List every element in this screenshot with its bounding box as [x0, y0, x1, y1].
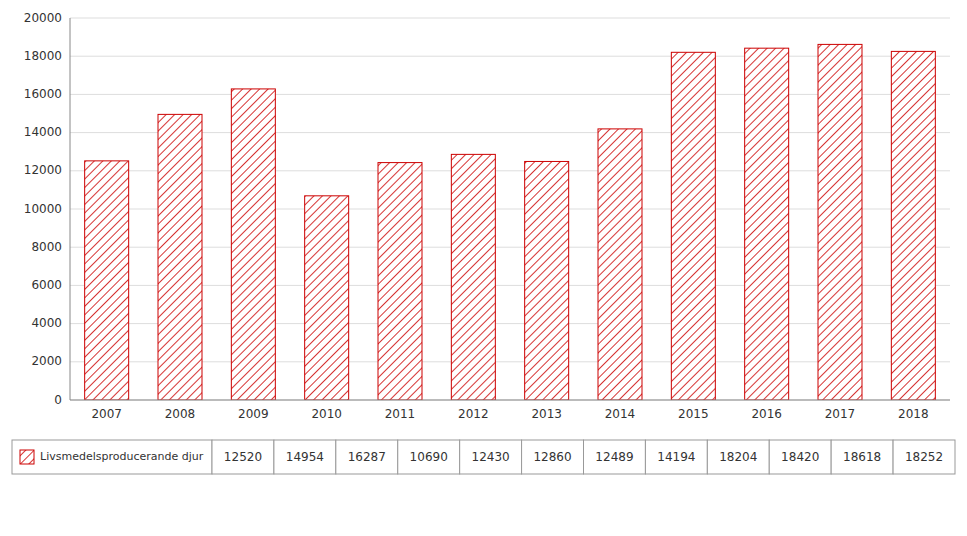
data-label: 10690	[410, 450, 448, 464]
table-cell	[769, 440, 831, 474]
x-tick-label: 2008	[165, 407, 196, 421]
x-tick-label: 2018	[898, 407, 929, 421]
bar	[305, 196, 349, 400]
x-axis-line	[70, 400, 950, 401]
x-tick-label: 2013	[531, 407, 562, 421]
x-tick-label: 2007	[91, 407, 122, 421]
data-label: 12520	[224, 450, 262, 464]
legend-label: Livsmedelsproducerande djur	[40, 450, 204, 463]
x-tick-label: 2015	[678, 407, 709, 421]
data-label: 16287	[348, 450, 386, 464]
x-tick-label: 2011	[385, 407, 416, 421]
grid-line	[70, 400, 950, 401]
bar	[745, 48, 789, 400]
table-cell	[336, 440, 398, 474]
bar	[158, 114, 202, 400]
table-cell	[584, 440, 646, 474]
y-tick-label: 20000	[24, 11, 62, 25]
y-tick-label: 12000	[24, 163, 62, 177]
y-tick-label: 16000	[24, 87, 62, 101]
chart-svg: 0 2000 4000 6000 8000 10000 12000 14000 16000 180…	[0, 0, 967, 536]
data-label: 18618	[843, 450, 881, 464]
table-cell	[893, 440, 955, 474]
bars	[85, 44, 936, 400]
table-cell	[522, 440, 584, 474]
table-cell	[398, 440, 460, 474]
table-cell	[831, 440, 893, 474]
y-tick-label: 10000	[24, 202, 62, 216]
data-label: 18204	[719, 450, 757, 464]
x-tick-label: 2017	[825, 407, 856, 421]
data-label: 14194	[657, 450, 695, 464]
x-tick-label: 2009	[238, 407, 269, 421]
y-tick-label: 0	[54, 393, 62, 407]
data-table: Livsmedelsproducerande djur 12520 14954 162…	[12, 440, 955, 474]
chart-container: 0 2000 4000 6000 8000 10000 12000 14000 16000 180…	[0, 0, 967, 536]
grid-line	[70, 18, 950, 19]
table-label-cell	[12, 440, 212, 474]
y-tick-label: 8000	[31, 240, 62, 254]
bar	[525, 161, 569, 400]
legend-swatch	[20, 450, 34, 464]
table-cell	[707, 440, 769, 474]
data-label: 12489	[595, 450, 633, 464]
bar	[451, 154, 495, 400]
y-tick-label: 2000	[31, 354, 62, 368]
x-tick-label: 2010	[311, 407, 342, 421]
data-label: 14954	[286, 450, 324, 464]
table-cell	[645, 440, 707, 474]
table-cell	[212, 440, 274, 474]
table-cell	[460, 440, 522, 474]
data-label: 18252	[905, 450, 943, 464]
bar	[378, 163, 422, 400]
y-tick-label: 6000	[31, 278, 62, 292]
table-cell	[274, 440, 336, 474]
y-axis-line	[70, 18, 71, 400]
x-tick-label: 2012	[458, 407, 489, 421]
bar	[818, 44, 862, 400]
data-label: 12430	[472, 450, 510, 464]
data-label: 18420	[781, 450, 819, 464]
bar	[598, 129, 642, 400]
x-tick-label: 2014	[605, 407, 636, 421]
y-tick-label: 4000	[31, 316, 62, 330]
y-tick-label: 14000	[24, 125, 62, 139]
bar	[231, 89, 275, 400]
grid	[70, 18, 950, 400]
data-label: 12860	[533, 450, 571, 464]
bar	[891, 51, 935, 400]
bar	[85, 161, 129, 400]
x-tick-label: 2016	[751, 407, 782, 421]
bar	[671, 52, 715, 400]
y-tick-label: 18000	[24, 49, 62, 63]
